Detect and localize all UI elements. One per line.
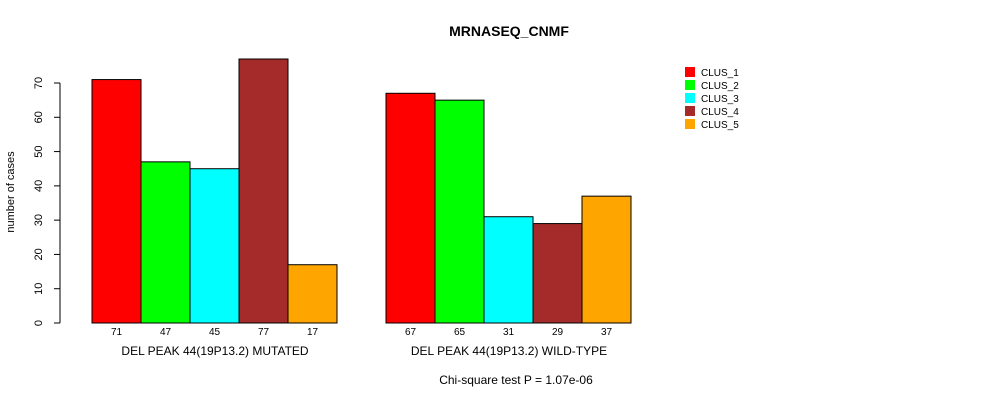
chi-square-footnote: Chi-square test P = 1.07e-06 — [439, 373, 593, 387]
legend-swatch — [685, 119, 695, 129]
legend-swatch — [685, 106, 695, 116]
y-tick-label: 10 — [33, 283, 45, 295]
bar-wild-type-clus-1 — [385, 92, 436, 324]
y-tick-label: 60 — [33, 111, 45, 123]
y-tick-label: 20 — [33, 248, 45, 260]
legend-label: CLUS_2 — [701, 81, 739, 92]
bar-mutated-clus-5 — [287, 264, 338, 324]
legend-label: CLUS_5 — [701, 120, 739, 131]
y-axis-label: number of cases — [5, 151, 17, 233]
y-tick-label: 50 — [33, 145, 45, 157]
y-tick-label: 30 — [33, 214, 45, 226]
bar-wild-type-clus-2 — [434, 99, 485, 324]
bar-count-label: 47 — [160, 327, 172, 338]
bar-count-label: 67 — [405, 327, 417, 338]
bar-count-label: 71 — [111, 327, 123, 338]
group-label-mutated: DEL PEAK 44(19P13.2) MUTATED — [121, 344, 309, 358]
count-labels: 71 47 45 77 17 67 65 31 29 37 — [111, 327, 613, 338]
bar-count-label: 77 — [258, 327, 270, 338]
legend-label: CLUS_1 — [701, 68, 739, 79]
legend-swatch — [685, 80, 695, 90]
bar-count-label: 37 — [601, 327, 613, 338]
y-tick-label: 0 — [33, 320, 45, 326]
bar-mutated-clus-2 — [140, 161, 191, 324]
legend-label: CLUS_3 — [701, 94, 739, 105]
bar-mutated-clus-4 — [238, 58, 289, 324]
legend-swatch — [685, 67, 695, 77]
bar-count-label: 29 — [552, 327, 564, 338]
bar-count-label: 45 — [209, 327, 221, 338]
bar-count-label: 31 — [503, 327, 515, 338]
legend-swatch — [685, 93, 695, 103]
y-tick-label: 70 — [33, 77, 45, 89]
bar-wild-type-clus-3 — [483, 216, 534, 324]
bar-count-label: 17 — [307, 327, 319, 338]
bar-wild-type-clus-5 — [581, 195, 632, 324]
group-label-wild-type: DEL PEAK 44(19P13.2) WILD-TYPE — [411, 344, 607, 358]
bar-mutated-clus-1 — [91, 79, 142, 324]
bar-mutated-clus-3 — [189, 168, 240, 324]
y-axis: 0 10 20 30 40 50 60 70 — [33, 77, 61, 326]
bar-groups — [91, 58, 632, 324]
legend-label: CLUS_4 — [701, 107, 739, 118]
legend: CLUS_1 CLUS_2 CLUS_3 CLUS_4 CLUS_5 — [685, 67, 739, 131]
chart-title: MRNASEQ_CNMF — [449, 23, 569, 39]
y-tick-label: 40 — [33, 180, 45, 192]
bar-wild-type-clus-4 — [532, 223, 583, 324]
bar-count-label: 65 — [454, 327, 466, 338]
